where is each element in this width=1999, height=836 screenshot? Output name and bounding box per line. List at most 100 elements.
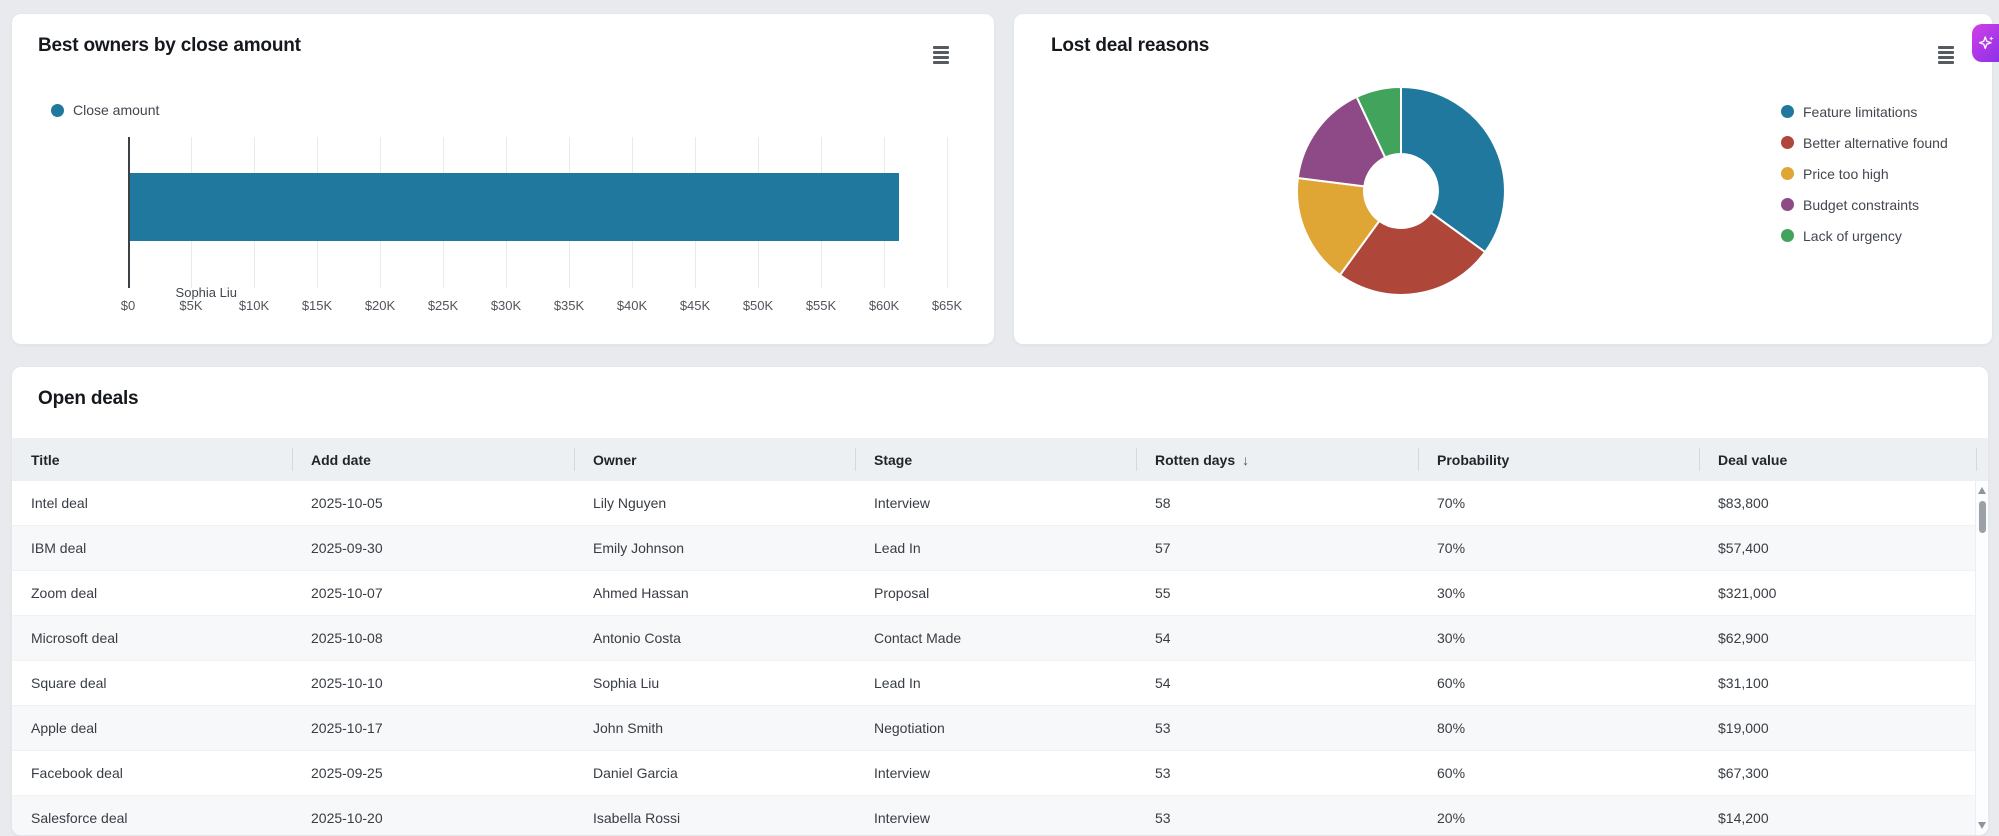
cell: Contact Made: [874, 630, 962, 646]
cell: 2025-10-20: [311, 810, 383, 826]
x-tick-label: $45K: [679, 298, 711, 313]
bar-close-amount[interactable]: [130, 173, 899, 241]
bar-card-title: Best owners by close amount: [38, 35, 301, 56]
table-row[interactable]: Intel deal 2025-10-05 Lily Nguyen Interview…: [12, 481, 1988, 526]
hamburger-icon[interactable]: [1930, 40, 1962, 70]
column-label: Stage: [874, 451, 913, 468]
cell: 53: [1155, 810, 1171, 826]
x-axis-ticks: $0 $5K $10K $15K $20K $25K $30K $35K $40K $45K $50…: [121, 298, 963, 316]
column-header-rotten-days[interactable]: Rotten days ↓: [1136, 438, 1418, 481]
donut-slice-lack-of-urgency[interactable]: [1355, 86, 1402, 159]
column-header-title[interactable]: Title: [12, 438, 292, 481]
cell: Apple deal: [31, 720, 98, 736]
x-tick-label: $30K: [490, 298, 522, 313]
cell: Interview: [874, 495, 931, 511]
cell: Interview: [874, 810, 931, 826]
x-tick-label: $65K: [931, 298, 963, 313]
cell: 70%: [1437, 540, 1466, 556]
x-tick-label: $5K: [179, 298, 203, 313]
cell: Lead In: [874, 675, 921, 691]
x-tick-label: $55K: [805, 298, 837, 313]
cell: 70%: [1437, 495, 1466, 511]
column-header-owner[interactable]: Owner: [574, 438, 855, 481]
bar-legend-item[interactable]: Close amount: [51, 102, 159, 118]
cell: Salesforce deal: [31, 810, 128, 826]
cell: 54: [1155, 675, 1171, 691]
y-axis-line: [128, 137, 130, 288]
legend-item-lack-of-urgency[interactable]: Lack of urgency: [1781, 220, 1948, 251]
legend-item-budget-constraints[interactable]: Budget constraints: [1781, 189, 1948, 220]
cell: $62,900: [1718, 630, 1769, 646]
cell: John Smith: [593, 720, 664, 736]
sort-desc-icon: ↓: [1242, 451, 1250, 468]
legend-item-better-alternative-found[interactable]: Better alternative found: [1781, 127, 1948, 158]
gridline: [947, 137, 948, 288]
scroll-down-icon[interactable]: [1978, 822, 1986, 829]
cell: Square deal: [31, 675, 107, 691]
column-header-probability[interactable]: Probability: [1418, 438, 1699, 481]
legend-label: Price too high: [1803, 165, 1889, 182]
table-row[interactable]: Facebook deal 2025-09-25 Daniel Garcia Inte…: [12, 751, 1988, 796]
cell: 57: [1155, 540, 1171, 556]
table-row[interactable]: Square deal 2025-10-10 Sophia Liu Lead In 54…: [12, 661, 1988, 706]
cell: 60%: [1437, 765, 1466, 781]
cell: Lead In: [874, 540, 921, 556]
legend-dot-icon: [1781, 167, 1794, 180]
cell: Interview: [874, 765, 931, 781]
legend-item-feature-limitations[interactable]: Feature limitations: [1781, 96, 1948, 127]
cell: Facebook deal: [31, 765, 123, 781]
cell: 2025-10-07: [311, 585, 383, 601]
table-row[interactable]: Apple deal 2025-10-17 John Smith Negotiatio…: [12, 706, 1988, 751]
scrollbar-thumb[interactable]: [1979, 501, 1986, 533]
cell: 55: [1155, 585, 1171, 601]
bar-category-label: Sophia Liu: [175, 285, 237, 300]
cell: Intel deal: [31, 495, 88, 511]
cell: 54: [1155, 630, 1171, 646]
legend-label: Budget constraints: [1803, 196, 1919, 213]
legend-label: Feature limitations: [1803, 103, 1918, 120]
column-header-stage[interactable]: Stage: [855, 438, 1136, 481]
cell: Antonio Costa: [593, 630, 681, 646]
cell: 2025-10-10: [311, 675, 383, 691]
legend-label: Better alternative found: [1803, 134, 1948, 151]
legend-dot-icon: [1781, 229, 1794, 242]
donut-slice-better-alternative-found[interactable]: [1338, 211, 1487, 296]
table-scrollbar[interactable]: [1975, 481, 1988, 835]
x-tick-label: $60K: [868, 298, 900, 313]
cell: Daniel Garcia: [593, 765, 678, 781]
cell: 2025-10-17: [311, 720, 383, 736]
column-header-add-date[interactable]: Add date: [292, 438, 574, 481]
table-row[interactable]: Microsoft deal 2025-10-08 Antonio Costa Con…: [12, 616, 1988, 661]
cell: $31,100: [1718, 675, 1769, 691]
hamburger-icon[interactable]: [925, 40, 957, 70]
donut-slice-feature-limitations[interactable]: [1400, 86, 1506, 254]
column-label: Rotten days: [1155, 451, 1236, 468]
cell: 30%: [1437, 630, 1466, 646]
cell: $19,000: [1718, 720, 1769, 736]
cell: 2025-10-08: [311, 630, 383, 646]
scroll-up-icon[interactable]: [1978, 487, 1986, 494]
table-row[interactable]: Zoom deal 2025-10-07 Ahmed Hassan Proposal 5…: [12, 571, 1988, 616]
cell: $83,800: [1718, 495, 1769, 511]
cell: $57,400: [1718, 540, 1769, 556]
bar-plot-area: Sophia Liu: [128, 137, 961, 300]
legend-item-price-too-high[interactable]: Price too high: [1781, 158, 1948, 189]
table-row[interactable]: Salesforce deal 2025-10-20 Isabella Rossi I…: [12, 796, 1988, 835]
cell: Zoom deal: [31, 585, 98, 601]
cell: 30%: [1437, 585, 1466, 601]
cell: 80%: [1437, 720, 1466, 736]
table-card-title: Open deals: [38, 388, 139, 409]
ai-assistant-button[interactable]: [1972, 24, 1999, 62]
cell: IBM deal: [31, 540, 87, 556]
column-header-deal-value[interactable]: Deal value: [1699, 438, 1976, 481]
bar-chart-card: Best owners by close amount Close amount…: [11, 13, 995, 345]
table-row[interactable]: IBM deal 2025-09-30 Emily Johnson Lead In 57…: [12, 526, 1988, 571]
cell: Ahmed Hassan: [593, 585, 689, 601]
x-tick-label: $35K: [553, 298, 585, 313]
donut-slice-price-too-high[interactable]: [1296, 177, 1381, 277]
donut-slice-budget-constraints[interactable]: [1296, 95, 1387, 188]
cell: Lily Nguyen: [593, 495, 667, 511]
column-label: Deal value: [1718, 451, 1788, 468]
donut-legend: Feature limitations Better alternative fo…: [1781, 96, 1948, 251]
cell: 2025-09-30: [311, 540, 383, 556]
